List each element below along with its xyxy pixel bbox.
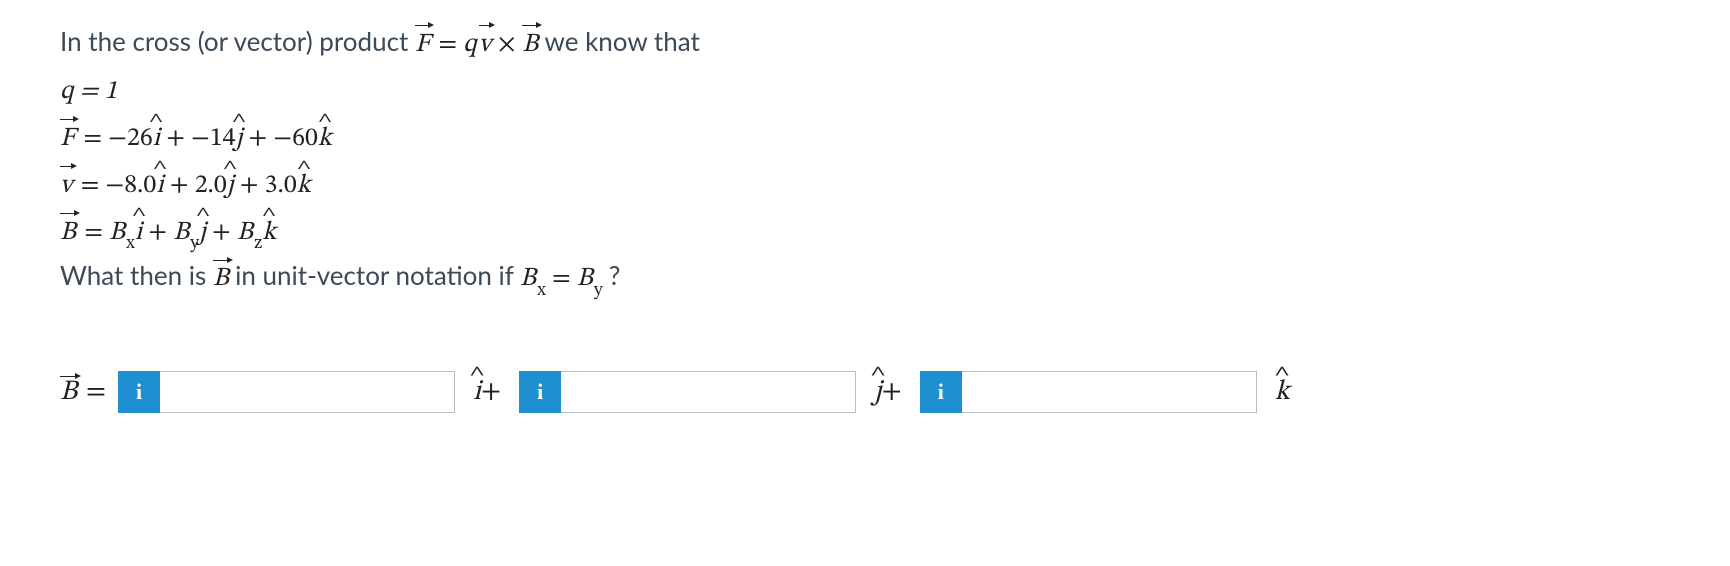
by-input[interactable] bbox=[561, 371, 856, 413]
i-hat-label: i+ bbox=[473, 375, 501, 410]
info-icon[interactable]: i bbox=[118, 371, 160, 413]
intro-text-post: we know that bbox=[544, 25, 699, 57]
bz-input[interactable] bbox=[962, 371, 1257, 413]
question-vector-b: B bbox=[213, 266, 235, 292]
answer-lhs: B = bbox=[60, 375, 106, 410]
question-text-pre: What then is bbox=[60, 259, 213, 291]
f-equation: F = −26i + −14j + −60k bbox=[60, 126, 332, 152]
b-equation: B = Bxi + Byj + Bzk bbox=[60, 220, 276, 246]
question-condition: Bx = By bbox=[520, 266, 609, 292]
i-component-field: i bbox=[118, 371, 455, 413]
question-text-mid: in unit-vector notation if bbox=[235, 259, 520, 291]
q-equation: q = 1 bbox=[60, 79, 117, 105]
v-equation: v = −8.0i + 2.0j + 3.0k bbox=[60, 173, 311, 199]
k-component-field: i bbox=[920, 371, 1257, 413]
problem-statement: In the cross (or vector) product F = qv … bbox=[60, 20, 1670, 301]
cross-product-equation: F = qv × B bbox=[415, 32, 544, 58]
intro-text-pre: In the cross (or vector) product bbox=[60, 25, 415, 57]
j-component-field: i bbox=[519, 371, 856, 413]
info-icon[interactable]: i bbox=[920, 371, 962, 413]
bx-input[interactable] bbox=[160, 371, 455, 413]
question-container: In the cross (or vector) product F = qv … bbox=[0, 0, 1730, 566]
k-hat-label: k bbox=[1275, 375, 1290, 410]
j-hat-label: j+ bbox=[874, 375, 902, 410]
info-icon[interactable]: i bbox=[519, 371, 561, 413]
question-text-post: ? bbox=[609, 259, 621, 291]
answer-row: B = i i+ i j+ i k bbox=[60, 371, 1670, 413]
